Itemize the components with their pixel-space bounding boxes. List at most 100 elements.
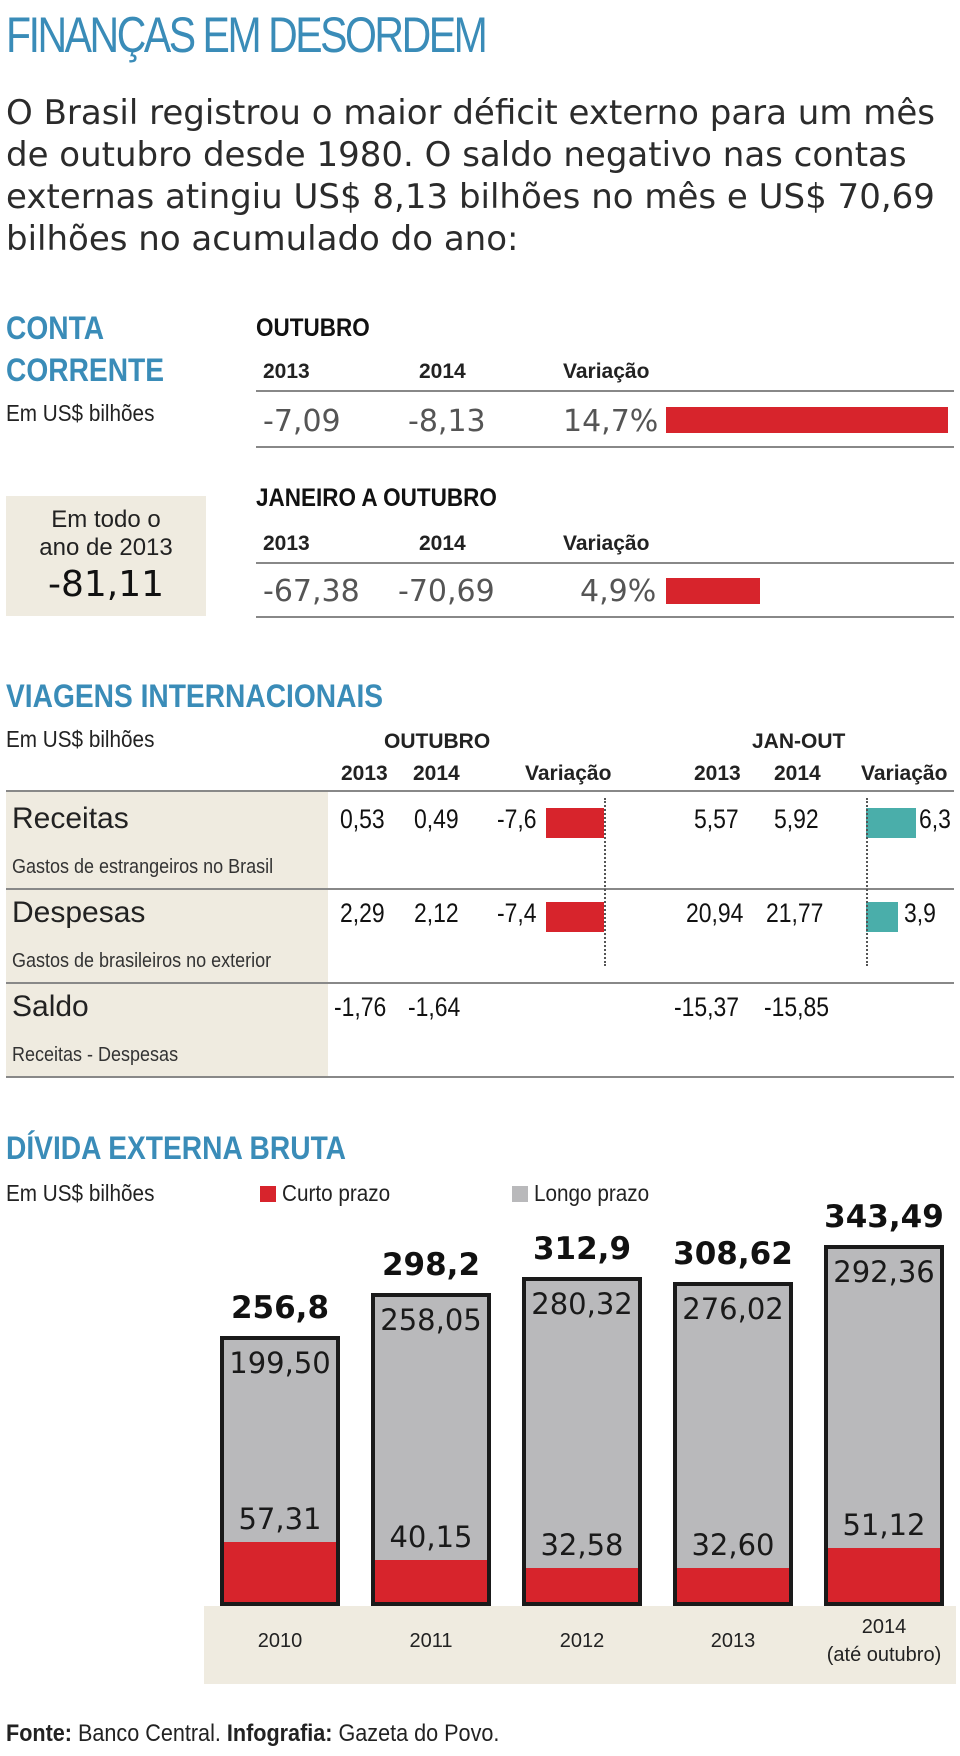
- bar-short-segment-1: [375, 1559, 487, 1602]
- viagens-jan-zero-axis: [866, 798, 868, 966]
- viagens-jan-col-variacao: Variação: [861, 762, 948, 785]
- bar-short-segment-3: [677, 1567, 789, 1602]
- viagens-outubro-header: OUTUBRO: [384, 730, 491, 753]
- intro-text: O Brasil registrou o maior déficit exter…: [6, 93, 936, 259]
- page-title: FINANÇAS EM DESORDEM: [6, 7, 488, 63]
- viagens-row-despesas-label: Despesas: [12, 896, 146, 929]
- viagens-receitas-jan-var: 6,3: [919, 804, 951, 834]
- viagens-title: VIAGENS INTERNACIONAIS: [6, 678, 384, 714]
- legend-curto-swatch: [260, 1186, 276, 1202]
- bar-total-label-3: 308,62: [673, 1235, 793, 1272]
- outubro-variacao-bar: [666, 407, 948, 433]
- outubro-value-variacao: 14,7%: [563, 404, 659, 439]
- outubro-header: OUTUBRO: [256, 314, 370, 342]
- total-2013-line1: Em todo o: [51, 506, 161, 533]
- outubro-value-2013: -7,09: [263, 404, 341, 439]
- viagens-jan-col-2014: 2014: [774, 762, 821, 785]
- viagens-divider-3: [6, 1076, 954, 1078]
- viagens-out-zero-axis: [604, 798, 606, 966]
- janout-value-2013: -67,38: [263, 574, 360, 609]
- viagens-row-saldo-label: Saldo: [12, 990, 89, 1023]
- outubro-col-2013: 2013: [263, 360, 310, 383]
- janout-header: JANEIRO A OUTUBRO: [256, 484, 497, 512]
- viagens-divider-0: [6, 790, 954, 792]
- janout-divider-top: [256, 562, 954, 564]
- viagens-unit: Em US$ bilhões: [6, 726, 155, 752]
- outubro-value-2014: -8,13: [408, 404, 486, 439]
- viagens-receitas-jan-var-bar: [866, 808, 916, 838]
- bar-short-label-3: 32,60: [691, 1527, 775, 1562]
- conta-corrente-title-line1: CONTA: [6, 310, 105, 346]
- viagens-despesas-out-var-bar: [546, 902, 604, 932]
- viagens-row-saldo-sub: Receitas - Despesas: [12, 1044, 179, 1066]
- bar-4: [824, 1245, 944, 1606]
- total-2013-box: Em todo o ano de 2013 -81,11: [6, 496, 206, 616]
- bar-short-label-2: 32,58: [540, 1527, 624, 1562]
- bar-short-label-1: 40,15: [389, 1519, 473, 1554]
- bar-short-label-0: 57,31: [238, 1501, 322, 1536]
- bar-short-label-4: 51,12: [842, 1508, 926, 1543]
- viagens-despesas-jan-2013: 20,94: [686, 898, 744, 928]
- bar-long-label-0: 199,50: [229, 1346, 331, 1381]
- conta-corrente-unit: Em US$ bilhões: [6, 400, 155, 426]
- viagens-out-col-2014: 2014: [413, 762, 460, 785]
- viagens-divider-2: [6, 982, 954, 984]
- bar-1: [371, 1292, 491, 1606]
- total-2013-line2: ano de 2013: [39, 534, 173, 561]
- bar-0: [220, 1336, 340, 1606]
- bar-short-segment-2: [526, 1567, 638, 1602]
- viagens-receitas-out-2013: 0,53: [340, 804, 385, 834]
- footer-info-value: Gazeta do Povo.: [338, 1720, 500, 1747]
- bar-total-label-0: 256,8: [230, 1290, 330, 1327]
- viagens-row-receitas-label: Receitas: [12, 802, 129, 835]
- viagens-receitas-jan-2014: 5,92: [774, 804, 819, 834]
- footer-source: Fonte: Banco Central. Infografia: Gazeta…: [6, 1720, 499, 1748]
- viagens-despesas-out-2014: 2,12: [414, 898, 459, 928]
- viagens-receitas-out-var: -7,6: [497, 804, 537, 834]
- janout-value-variacao: 4,9%: [580, 574, 657, 609]
- viagens-out-col-variacao: Variação: [525, 762, 612, 785]
- bar-total-label-1: 298,2: [381, 1246, 481, 1283]
- viagens-receitas-out-var-bar: [546, 808, 604, 838]
- bar-long-label-4: 292,36: [833, 1255, 935, 1290]
- outubro-divider-top: [256, 390, 954, 392]
- viagens-row-despesas-sub: Gastos de brasileiros no exterior: [12, 950, 272, 972]
- total-2013-value: -81,11: [47, 564, 165, 605]
- bar-total-label-2: 312,9: [532, 1231, 632, 1268]
- viagens-saldo-out-2014: -1,64: [408, 992, 461, 1022]
- janout-col-variacao: Variação: [563, 532, 650, 555]
- viagens-despesas-out-2013: 2,29: [340, 898, 385, 928]
- footer-source-label: Fonte:: [6, 1720, 72, 1747]
- divida-title: DÍVIDA EXTERNA BRUTA: [6, 1130, 347, 1166]
- viagens-saldo-out-2013: -1,76: [334, 992, 387, 1022]
- bar-short-segment-0: [224, 1541, 336, 1602]
- viagens-jan-col-2013: 2013: [694, 762, 741, 785]
- divida-unit: Em US$ bilhões: [6, 1180, 155, 1206]
- janout-col-2014: 2014: [419, 532, 466, 555]
- footer-source-value: Banco Central.: [77, 1720, 221, 1747]
- janout-value-2014: -70,69: [398, 574, 495, 609]
- viagens-janout-header: JAN-OUT: [752, 730, 846, 753]
- viagens-despesas-jan-var: 3,9: [904, 898, 936, 928]
- viagens-receitas-jan-2013: 5,57: [694, 804, 739, 834]
- viagens-out-col-2013: 2013: [341, 762, 388, 785]
- viagens-receitas-out-2014: 0,49: [414, 804, 459, 834]
- janout-variacao-bar: [666, 578, 760, 604]
- viagens-saldo-jan-2013: -15,37: [674, 992, 740, 1022]
- bar-long-label-3: 276,02: [682, 1291, 784, 1326]
- outubro-col-2014: 2014: [419, 360, 466, 383]
- viagens-despesas-jan-2014: 21,77: [766, 898, 824, 928]
- bar-long-label-1: 258,05: [380, 1302, 482, 1337]
- chart-category-band: [204, 1606, 956, 1684]
- viagens-row-receitas-sub: Gastos de estrangeiros no Brasil: [12, 856, 274, 878]
- janout-col-2013: 2013: [263, 532, 310, 555]
- viagens-despesas-jan-var-bar: [866, 902, 898, 932]
- legend-longo-swatch: [512, 1186, 528, 1202]
- legend-longo-label: Longo prazo: [534, 1180, 650, 1206]
- conta-corrente-title-line2: CORRENTE: [6, 352, 165, 388]
- bar-long-label-2: 280,32: [531, 1287, 633, 1322]
- outubro-divider-bottom: [256, 446, 954, 448]
- viagens-saldo-jan-2014: -15,85: [764, 992, 830, 1022]
- janout-divider-bottom: [256, 616, 954, 618]
- bar-total-label-4: 343,49: [824, 1199, 944, 1236]
